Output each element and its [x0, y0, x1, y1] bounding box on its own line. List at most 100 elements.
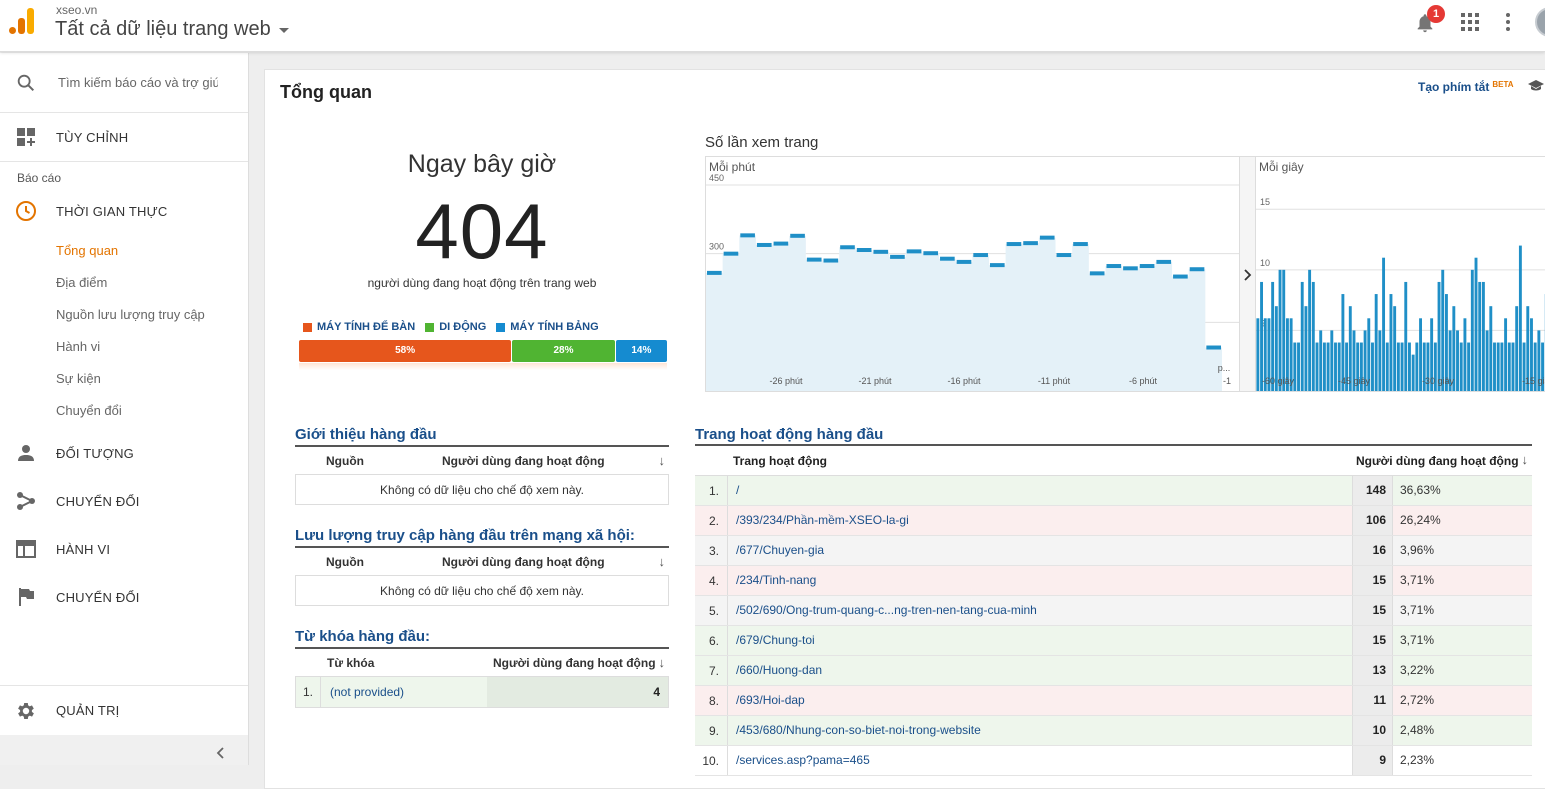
pageviews-title: Số lần xem trang: [705, 134, 818, 151]
col-active-users[interactable]: Người dùng đang hoạt động: [493, 656, 656, 670]
data-bar: [1463, 318, 1466, 391]
sort-down-icon[interactable]: ↓: [659, 453, 666, 468]
data-bar: [1319, 330, 1322, 391]
data-bar: [1393, 306, 1396, 391]
row-number: 1.: [296, 685, 320, 699]
col-active-users[interactable]: Người dùng đang hoạt động: [442, 454, 605, 468]
data-segment: [724, 252, 739, 256]
more-vert-icon[interactable]: [1500, 11, 1516, 33]
avatar[interactable]: [1535, 7, 1545, 37]
sort-down-icon[interactable]: ↓: [659, 554, 666, 569]
page-users: 9: [1352, 746, 1392, 775]
col-active-users[interactable]: Người dùng đang hoạt động: [442, 555, 605, 569]
data-segment: [873, 250, 888, 254]
data-segment: [757, 243, 772, 247]
page-percent: 3,71%: [1392, 626, 1532, 655]
sidebar-subitem-overview[interactable]: Tổng quan: [0, 235, 248, 267]
data-segment: [840, 245, 855, 249]
data-segment: [1057, 253, 1072, 257]
table-row[interactable]: 1. (not provided) 4: [295, 677, 669, 708]
row-number: 7.: [695, 664, 727, 678]
data-segment: [1140, 264, 1155, 268]
sidebar-item-admin[interactable]: QUẢN TRỊ: [0, 685, 248, 735]
analytics-logo[interactable]: [9, 8, 35, 34]
data-segment: [1156, 260, 1171, 264]
page-path-link[interactable]: /693/Hoi-dap: [727, 686, 1352, 715]
page-path-link[interactable]: /234/Tinh-nang: [727, 566, 1352, 595]
data-bar: [1260, 282, 1263, 391]
page-users: 15: [1352, 596, 1392, 625]
y-tick-label: 450: [709, 173, 724, 183]
page-path-link[interactable]: /677/Chuyen-gia: [727, 536, 1352, 565]
data-bar: [1330, 330, 1333, 391]
sidebar-item-audience[interactable]: ĐỐI TƯỢNG: [0, 429, 248, 477]
sidebar-subitem-conversions[interactable]: Chuyển đổi: [0, 395, 248, 427]
collapse-sidebar-button[interactable]: [0, 735, 248, 765]
graduation-cap-icon[interactable]: [1527, 79, 1545, 93]
row-number: 8.: [695, 694, 727, 708]
view-selector[interactable]: Tất cả dữ liệu trang web: [55, 18, 289, 41]
sidebar-item-label: TÙY CHỈNH: [56, 130, 128, 145]
data-bar: [1401, 343, 1404, 391]
table-row[interactable]: 9./453/680/Nhung-con-so-biet-noi-trong-w…: [695, 716, 1532, 746]
notification-badge: 1: [1427, 5, 1445, 23]
top-pages-title: Trang hoạt động hàng đầu: [695, 426, 883, 443]
col-active-users[interactable]: Người dùng đang hoạt động: [1356, 454, 1519, 468]
sidebar-item-label: CHUYỂN ĐỔI: [56, 590, 140, 605]
page-path-link[interactable]: /660/Huong-dan: [727, 656, 1352, 685]
table-row[interactable]: 5./502/690/Ong-trum-quang-c...ng-tren-ne…: [695, 596, 1532, 626]
apps-grid-icon[interactable]: [1460, 12, 1480, 32]
page-users: 15: [1352, 566, 1392, 595]
data-segment: [1090, 271, 1105, 275]
top-bar: xseo.vn Tất cả dữ liệu trang web 1: [0, 0, 1545, 52]
sidebar-subitem-traffic-sources[interactable]: Nguồn lưu lượng truy cập: [0, 299, 248, 331]
data-segment: [1073, 242, 1088, 246]
sidebar-item-acquisition[interactable]: CHUYỂN ĐỔI: [0, 477, 248, 525]
data-bar: [1471, 270, 1474, 391]
page-path-link[interactable]: /services.asp?pama=465: [727, 746, 1352, 775]
page-users: 11: [1352, 686, 1392, 715]
data-segment: [1040, 236, 1055, 240]
sidebar-item-conversions[interactable]: CHUYỂN ĐỔI: [0, 573, 248, 621]
page-path-link[interactable]: /679/Chung-toi: [727, 626, 1352, 655]
report-search[interactable]: Tìm kiếm báo cáo và trợ giúp: [0, 53, 248, 113]
data-bar: [1279, 270, 1282, 391]
dropdown-caret-icon: [279, 28, 289, 33]
sidebar-subitem-behavior[interactable]: Hành vi: [0, 331, 248, 363]
keyword-link[interactable]: (not provided): [320, 677, 487, 707]
data-bar: [1271, 282, 1274, 391]
data-bar: [1397, 343, 1400, 391]
page-path-link[interactable]: /502/690/Ong-trum-quang-c...ng-tren-nen-…: [727, 596, 1352, 625]
page-path-link[interactable]: /393/234/Phần-mềm-XSEO-la-gi: [727, 506, 1352, 535]
sidebar-subitem-locations[interactable]: Địa điểm: [0, 267, 248, 299]
chart-expand-toggle[interactable]: [1240, 156, 1255, 392]
sort-down-icon[interactable]: ↓: [1522, 452, 1529, 467]
page-path-link[interactable]: /453/680/Nhung-con-so-biet-noi-trong-web…: [727, 716, 1352, 745]
table-header: Trang hoạt động Người dùng đang hoạt độn…: [695, 446, 1532, 476]
data-bar: [1519, 246, 1522, 391]
data-bar: [1386, 343, 1389, 391]
page-title: Tổng quan: [280, 82, 372, 103]
data-segment: [907, 249, 922, 253]
sidebar-item-realtime[interactable]: THỜI GIAN THỰC: [0, 190, 248, 232]
data-bar: [1504, 318, 1507, 391]
sidebar-item-customize[interactable]: TÙY CHỈNH: [0, 113, 248, 162]
page-path-link[interactable]: /: [727, 476, 1352, 505]
sort-down-icon[interactable]: ↓: [659, 655, 666, 670]
data-segment: [890, 255, 905, 259]
clock-icon: [15, 200, 37, 222]
data-bar: [1371, 343, 1374, 391]
data-segment: [740, 233, 755, 237]
data-segment: [857, 248, 872, 252]
sidebar-item-behavior[interactable]: HÀNH VI: [0, 525, 248, 573]
sidebar-subitem-events[interactable]: Sự kiện: [0, 363, 248, 395]
